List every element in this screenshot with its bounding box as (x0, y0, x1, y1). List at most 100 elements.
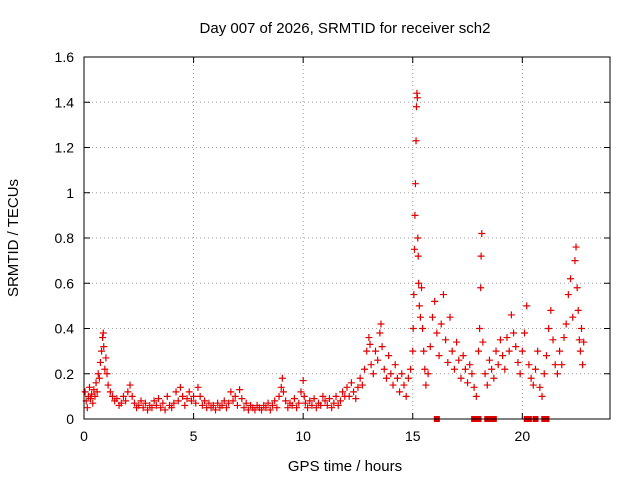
data-point (104, 381, 112, 389)
data-point (106, 388, 114, 396)
data-point (293, 404, 301, 412)
data-point (376, 329, 384, 337)
data-point (212, 406, 219, 414)
data-point (374, 356, 382, 364)
data-point (93, 388, 101, 396)
data-point (523, 302, 531, 310)
data-point (301, 399, 309, 407)
data-point (377, 320, 385, 328)
data-point (481, 370, 489, 378)
data-point (414, 252, 422, 260)
data-point (236, 386, 244, 394)
data-point (85, 383, 93, 391)
data-point (404, 374, 412, 382)
data-point (192, 399, 200, 407)
data-point (358, 381, 366, 389)
data-point (347, 379, 355, 387)
data-point (365, 334, 373, 342)
data-point (569, 313, 577, 321)
data-point (299, 377, 307, 385)
data-point (209, 401, 217, 409)
data-point (308, 401, 316, 409)
data-point (400, 381, 408, 389)
data-point (96, 358, 104, 366)
data-point (300, 392, 308, 400)
data-point (476, 325, 484, 332)
data-point (179, 392, 187, 400)
data-point (478, 229, 486, 237)
data-point (100, 343, 108, 351)
data-point (457, 374, 465, 382)
data-point (361, 365, 369, 373)
data-point (321, 397, 329, 405)
data-point (240, 404, 248, 412)
data-point (306, 397, 314, 405)
data-point (339, 388, 347, 396)
data-point (385, 352, 393, 360)
data-point (288, 401, 296, 409)
y-tick-label: 0 (66, 411, 74, 427)
data-point (409, 347, 417, 355)
data-point (126, 381, 134, 389)
data-point (198, 401, 206, 409)
data-point (507, 311, 515, 319)
data-point (414, 234, 422, 242)
data-point (92, 379, 100, 387)
data-point (94, 370, 102, 378)
data-point (558, 361, 566, 369)
y-tick-label: 1.2 (55, 140, 75, 156)
data-point (99, 334, 107, 342)
data-point (135, 401, 143, 409)
data-point (181, 401, 189, 409)
data-point (150, 397, 158, 405)
data-point (229, 397, 237, 405)
data-point (99, 329, 107, 337)
data-point (130, 399, 138, 407)
data-point (242, 399, 250, 407)
data-point (527, 374, 535, 382)
data-point (503, 334, 511, 342)
data-point (238, 395, 246, 403)
data-point (382, 374, 390, 382)
chart-title: Day 007 of 2026, SRMTID for receiver sch… (200, 20, 491, 37)
data-point (540, 370, 548, 378)
data-point (398, 370, 406, 378)
data-point (419, 325, 427, 332)
data-point (433, 329, 441, 337)
data-point (572, 243, 580, 251)
data-point (367, 361, 375, 369)
data-point (421, 365, 429, 373)
y-axis-label: SRMTID / TECUs (5, 179, 22, 297)
data-point (562, 320, 570, 328)
data-point (536, 383, 544, 391)
data-point (194, 383, 202, 391)
data-point (420, 347, 428, 355)
data-point (547, 306, 555, 314)
data-point (512, 343, 520, 351)
data-point (531, 365, 539, 373)
data-point (494, 361, 502, 369)
data-point (363, 347, 371, 355)
data-point (575, 336, 583, 344)
data-point (152, 401, 160, 409)
data-point (282, 397, 290, 405)
data-point (391, 361, 399, 369)
data-point (102, 354, 110, 362)
data-point (549, 336, 557, 344)
data-point (174, 397, 182, 405)
data-point (442, 336, 450, 344)
data-point (501, 365, 509, 373)
data-point (534, 347, 542, 355)
data-point (159, 399, 167, 407)
data-point (380, 365, 388, 373)
x-axis-label: GPS time / hours (288, 458, 402, 475)
data-point (345, 392, 353, 400)
data-point (122, 397, 130, 405)
data-point (334, 401, 342, 409)
data-point (426, 343, 434, 351)
data-point (325, 395, 333, 403)
data-point (560, 334, 568, 342)
data-point (278, 374, 286, 382)
data-point (411, 180, 419, 188)
y-tick-label: 1.4 (55, 94, 75, 110)
